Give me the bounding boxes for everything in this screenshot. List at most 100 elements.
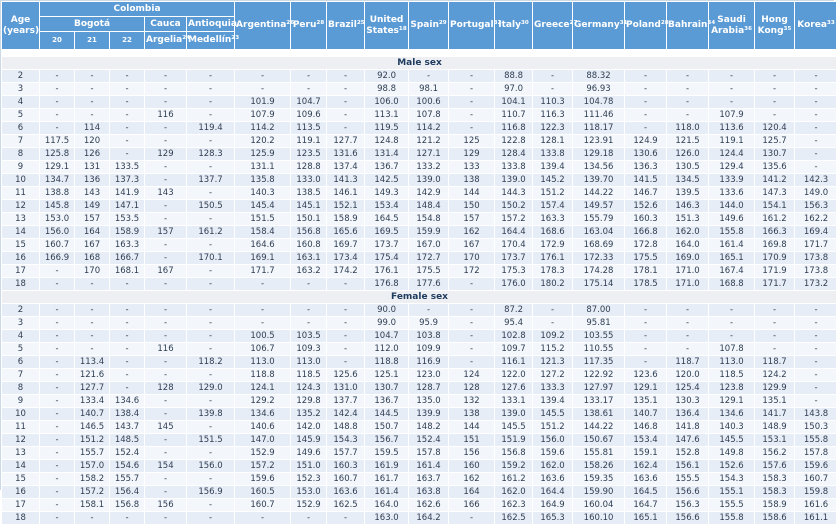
value-cell: 144 <box>449 421 495 434</box>
value-cell: 160.5 <box>235 486 291 499</box>
value-cell: - <box>40 512 75 525</box>
value-cell: 129.4 <box>709 161 755 174</box>
value-cell: 96.93 <box>573 83 625 96</box>
value-cell: 125.9 <box>235 148 291 161</box>
value-cell: 147.6 <box>667 434 709 447</box>
value-cell: 164.0 <box>365 499 409 512</box>
value-cell: 142.9 <box>409 187 449 200</box>
value-cell: - <box>667 70 709 83</box>
age-cell: 8 <box>2 148 40 161</box>
value-cell: 138.61 <box>573 408 625 421</box>
value-cell: 128.4 <box>495 148 533 161</box>
value-cell: 178.3 <box>533 265 573 278</box>
value-cell: 127.2 <box>533 369 573 382</box>
value-cell: 168.69 <box>573 239 625 252</box>
value-cell: 118.8 <box>235 369 291 382</box>
value-cell: 139.0 <box>409 174 449 187</box>
value-cell: 125.1 <box>365 369 409 382</box>
value-cell: 156.1 <box>667 460 709 473</box>
value-cell: 154.1 <box>755 200 795 213</box>
value-cell: 157.6 <box>755 460 795 473</box>
value-cell: - <box>145 161 187 174</box>
value-cell: 151.3 <box>667 213 709 226</box>
value-cell: - <box>625 317 667 330</box>
value-cell: 98.1 <box>409 83 449 96</box>
age-cell: 17 <box>2 499 40 512</box>
value-cell: 141.2 <box>755 174 795 187</box>
value-cell: - <box>327 70 365 83</box>
value-cell: - <box>449 343 495 356</box>
bogota-group-header: Bogotá <box>40 17 145 32</box>
value-cell: 124.1 <box>235 382 291 395</box>
value-cell: - <box>40 330 75 343</box>
value-cell: 140.3 <box>709 421 755 434</box>
value-cell: 155.1 <box>709 486 755 499</box>
value-cell: 149.6 <box>709 213 755 226</box>
value-cell: - <box>40 356 75 369</box>
value-cell: - <box>795 317 836 330</box>
value-cell: 154.3 <box>327 434 365 447</box>
column-header-bahrain: Bahrain³⁴ <box>667 2 709 50</box>
value-cell: 161.6 <box>795 499 836 512</box>
value-cell: - <box>327 317 365 330</box>
value-cell: 180.2 <box>533 278 573 291</box>
value-cell: 164.5 <box>625 486 667 499</box>
value-cell: - <box>625 330 667 343</box>
value-cell: 143 <box>75 187 110 200</box>
value-cell: 163.8 <box>409 486 449 499</box>
value-cell: - <box>667 96 709 109</box>
value-cell: - <box>409 70 449 83</box>
value-cell: 157.2 <box>75 486 110 499</box>
age-cell: 12 <box>2 434 40 447</box>
value-cell: - <box>145 174 187 187</box>
value-cell: 173.7 <box>495 252 533 265</box>
value-cell: - <box>40 83 75 96</box>
value-cell: 158.9 <box>327 213 365 226</box>
value-cell: 140.7 <box>625 408 667 421</box>
value-cell: 157.4 <box>533 200 573 213</box>
value-cell: - <box>235 70 291 83</box>
value-cell: 156.9 <box>187 486 235 499</box>
value-cell: 144.3 <box>495 187 533 200</box>
value-cell: 113.1 <box>365 109 409 122</box>
value-cell: 158.9 <box>110 226 145 239</box>
age-cell: 15 <box>2 239 40 252</box>
value-cell: 167 <box>145 265 187 278</box>
value-cell: 121.6 <box>75 369 110 382</box>
value-cell: 159.6 <box>795 460 836 473</box>
value-cell: 144 <box>449 187 495 200</box>
value-cell: 129.1 <box>40 161 75 174</box>
value-cell: 98.8 <box>365 83 409 96</box>
value-cell: - <box>533 317 573 330</box>
value-cell: 133.0 <box>291 174 327 187</box>
value-cell: - <box>795 330 836 343</box>
value-cell: 165.3 <box>533 512 573 525</box>
age-cell: 11 <box>2 421 40 434</box>
value-cell: 150.2 <box>495 200 533 213</box>
value-cell: 157 <box>145 226 187 239</box>
value-cell: 148.4 <box>409 200 449 213</box>
value-cell: 149 <box>75 200 110 213</box>
value-cell: 145.5 <box>495 421 533 434</box>
column-header-bogota-21: 21 <box>75 32 110 50</box>
value-cell: 156.0 <box>533 434 573 447</box>
value-cell: - <box>327 83 365 96</box>
value-cell: - <box>145 395 187 408</box>
value-cell: 95.9 <box>409 317 449 330</box>
value-cell: 149.6 <box>291 447 327 460</box>
value-cell: - <box>145 252 187 265</box>
value-cell: - <box>449 109 495 122</box>
value-cell: - <box>40 499 75 512</box>
age-cell: 2 <box>2 70 40 83</box>
colombia-group-header: Colombia <box>40 2 235 17</box>
value-cell: 130.7 <box>755 148 795 161</box>
value-cell: - <box>40 460 75 473</box>
value-cell: - <box>110 278 145 291</box>
value-cell: - <box>795 122 836 135</box>
value-cell: 140.7 <box>75 408 110 421</box>
value-cell: 169.1 <box>235 252 291 265</box>
value-cell: 159.9 <box>409 226 449 239</box>
